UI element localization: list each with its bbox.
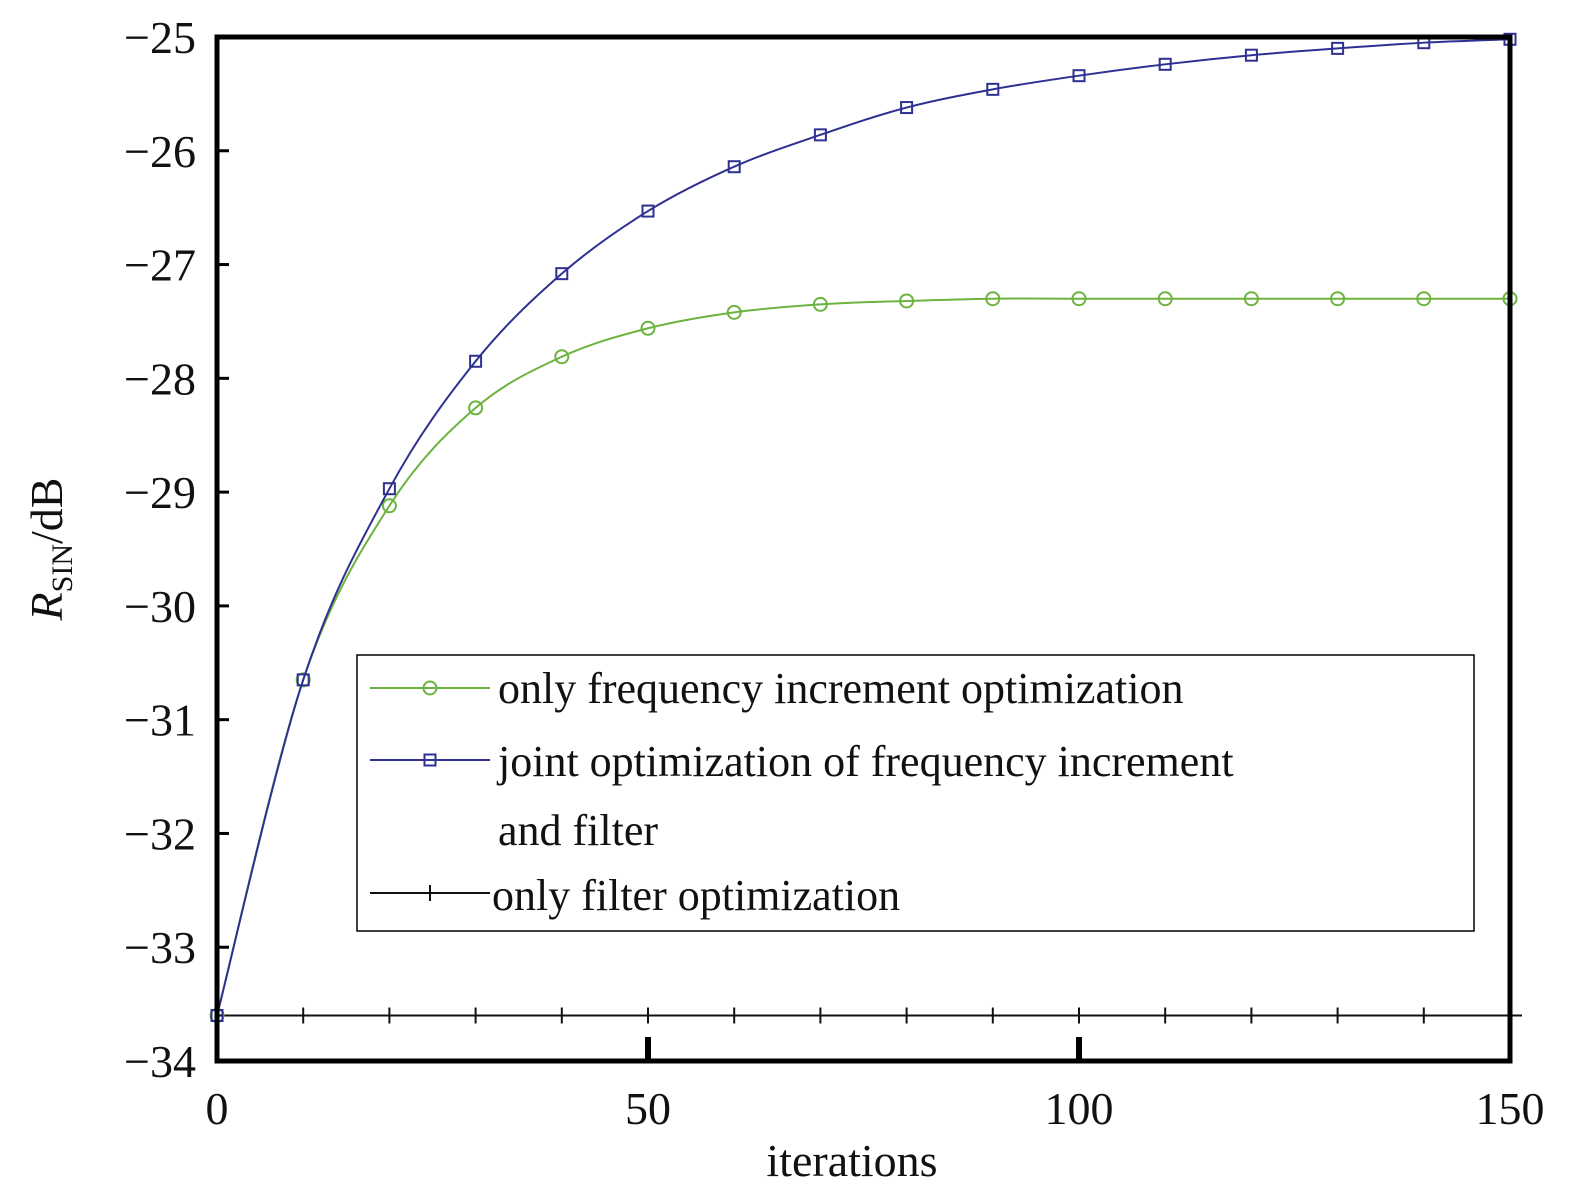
y-tick-label-3: −28 <box>124 353 196 404</box>
series-2 <box>217 1007 1522 1023</box>
legend-label-filter: only filter optimization <box>492 871 900 920</box>
chart: −25−26−27−28−29−30−31−32−33−340 50 100 150 … <box>0 0 1575 1197</box>
y-tick-label-9: −34 <box>124 1036 196 1087</box>
legend-label-joint-line1: joint optimization of frequency incremen… <box>496 737 1234 786</box>
y-tick-label-5: −30 <box>124 581 196 632</box>
y-axis-label-sub: SIN <box>46 544 79 592</box>
x-tick-label-1: 50 <box>625 1083 671 1134</box>
legend-label-joint-line2: and filter <box>498 806 658 855</box>
y-tick-label-6: −31 <box>124 695 196 746</box>
x-axis-label: iterations <box>766 1135 937 1186</box>
x-tick-label-2: 100 <box>1045 1083 1114 1134</box>
x-tick-label-0: 0 <box>206 1083 229 1134</box>
y-tick-label-4: −29 <box>124 467 196 518</box>
y-tick-label-8: −33 <box>124 922 196 973</box>
y-tick-label-1: −26 <box>124 126 196 177</box>
y-axis-label: RSIN/dB <box>21 478 79 622</box>
tick-layer: −25 −26 −27 −28 −29 −30 −31 −32 −33 −340 50 100 150 <box>124 12 1544 1134</box>
y-tick-label-2: −27 <box>124 240 196 291</box>
y-axis-label-unit: /dB <box>21 478 72 544</box>
legend-label-freq: only frequency increment optimization <box>498 664 1183 713</box>
y-tick-label-0: −25 <box>124 12 196 63</box>
y-tick-label-7: −32 <box>124 808 196 859</box>
y-axis-label-main: R <box>21 592 72 621</box>
legend: only frequency increment optimization jo… <box>357 655 1474 931</box>
x-tick-label-3: 150 <box>1476 1083 1545 1134</box>
svg-text:RSIN/dB: RSIN/dB <box>21 478 79 622</box>
